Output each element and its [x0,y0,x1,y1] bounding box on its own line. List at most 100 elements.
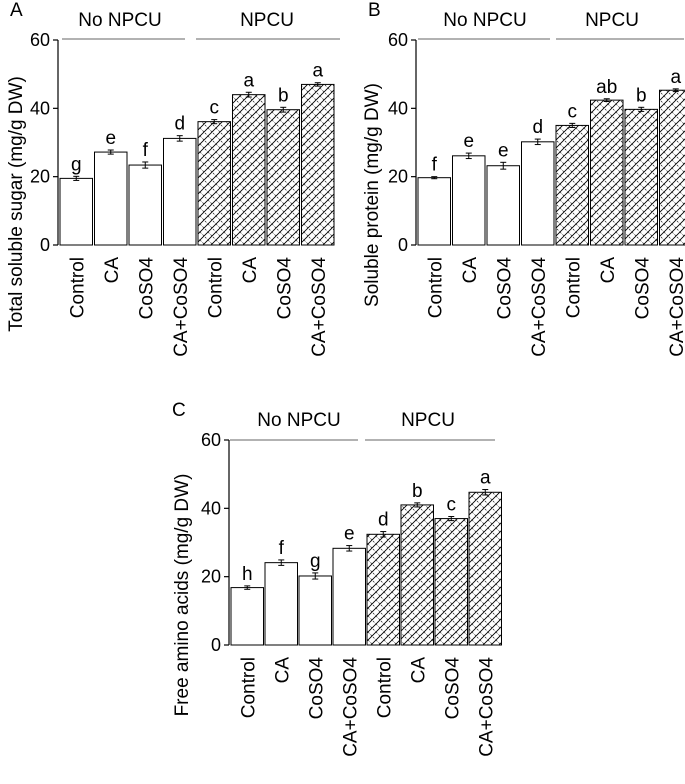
y-tick-label: 60 [201,430,221,450]
bar-npcu-ca [400,504,434,646]
bar-no-npcu-ca-coso4 [521,141,555,246]
significance-letter: b [412,481,423,502]
category-label: Control [425,257,446,318]
category-label: CA+CoSO4 [171,257,192,357]
chart-panel-b: B No NPCU NPCU Soluble protein (mg/g DW)… [362,0,685,357]
category-label: CoSO4 [274,257,295,320]
bar-npcu-coso4 [266,109,300,246]
bar-no-npcu-ca-coso4 [163,137,197,246]
category-label: CoSO4 [136,257,157,320]
y-axis-title: Soluble protein (mg/g DW) [362,83,383,307]
bar-npcu-control [197,121,231,246]
bar-npcu-ca [590,99,624,246]
significance-letter: e [105,128,116,149]
category-label: Control [374,657,395,718]
category-label: CA [598,257,619,284]
significance-letter: e [344,524,355,545]
y-tick-label: 20 [201,567,221,587]
y-tick-label: 40 [30,98,50,118]
y-tick-label: 0 [398,235,408,255]
significance-letter: g [310,551,321,572]
category-label: CA [272,657,293,684]
group-label-npcu: NPCU [401,410,455,431]
bar-npcu-ca-coso4 [468,491,502,646]
chart-panel-c: C No NPCU NPCU Free amino acids (mg/g DW… [172,400,502,757]
significance-letter: a [312,61,323,82]
y-tick-label: 0 [40,235,50,255]
significance-letter: h [242,564,253,585]
category-label: CoSO4 [494,257,515,320]
bar-npcu-control [555,124,589,246]
significance-letter: d [532,117,543,138]
chart-panel-a: A No NPCU NPCU Total soluble sugar (mg/g… [6,0,340,357]
significance-letter: f [143,140,149,161]
category-label: CA [460,257,481,284]
significance-letter: b [636,85,647,106]
significance-letter: c [447,495,457,516]
category-label: CoSO4 [632,257,653,320]
bar-npcu-ca-coso4 [659,89,685,246]
category-label: CA [240,257,261,284]
bar-npcu-coso4 [434,518,468,646]
category-label: Control [563,257,584,318]
y-tick-label: 60 [30,30,50,50]
significance-letter: f [279,538,285,559]
category-label: Control [205,257,226,318]
bar-npcu-coso4 [624,108,658,246]
group-label-npcu: NPCU [585,10,639,31]
significance-letter: g [71,154,82,175]
group-label-npcu: NPCU [240,10,294,31]
bar-npcu-ca-coso4 [301,83,335,246]
y-tick-label: 20 [30,167,50,187]
group-label-no-npcu: No NPCU [78,10,161,31]
significance-letter: c [210,98,220,119]
category-label: CA+CoSO4 [529,257,550,357]
y-tick-label: 40 [388,98,408,118]
significance-letter: c [568,101,578,122]
bar-npcu-ca [232,94,266,246]
panel-letter-c: C [172,400,186,421]
category-label: Control [238,657,259,718]
y-axis-title: Free amino acids (mg/g DW) [172,474,193,717]
significance-letter: e [498,140,509,161]
category-label: CA+CoSO4 [309,257,330,357]
bar-npcu-control [366,533,400,646]
y-tick-label: 40 [201,498,221,518]
bar-no-npcu-control [59,177,93,246]
category-label: CA [102,257,123,284]
significance-letter: d [378,510,389,531]
significance-letter: a [480,468,491,489]
y-axis-title: Total soluble sugar (mg/g DW) [6,76,27,332]
significance-letter: e [463,131,474,152]
category-label: CA+CoSO4 [476,657,497,757]
bar-no-npcu-control [230,587,264,646]
significance-letter: b [278,85,289,106]
bar-no-npcu-ca [94,151,128,246]
bar-no-npcu-coso4 [486,165,520,246]
category-label: CoSO4 [442,657,463,720]
y-tick-label: 0 [211,635,221,655]
panel-letter-a: A [10,0,23,21]
significance-letter: ab [596,77,617,98]
bar-no-npcu-ca [452,155,486,246]
significance-letter: a [670,67,681,88]
significance-letter: f [432,155,438,176]
bar-no-npcu-ca [264,562,298,646]
significance-letter: a [243,70,254,91]
panel-letter-b: B [368,0,381,21]
y-tick-label: 60 [388,30,408,50]
category-label: Control [67,257,88,318]
category-label: CoSO4 [306,657,327,720]
significance-letter: d [174,114,185,135]
bar-no-npcu-coso4 [128,164,162,246]
category-label: CA+CoSO4 [667,257,685,357]
bar-no-npcu-ca-coso4 [332,547,366,646]
bar-no-npcu-coso4 [298,575,332,646]
group-label-no-npcu: No NPCU [257,410,340,431]
group-label-no-npcu: No NPCU [443,10,526,31]
bar-no-npcu-control [417,177,451,246]
y-tick-label: 20 [388,167,408,187]
category-label: CA [408,657,429,684]
category-label: CA+CoSO4 [340,657,361,757]
